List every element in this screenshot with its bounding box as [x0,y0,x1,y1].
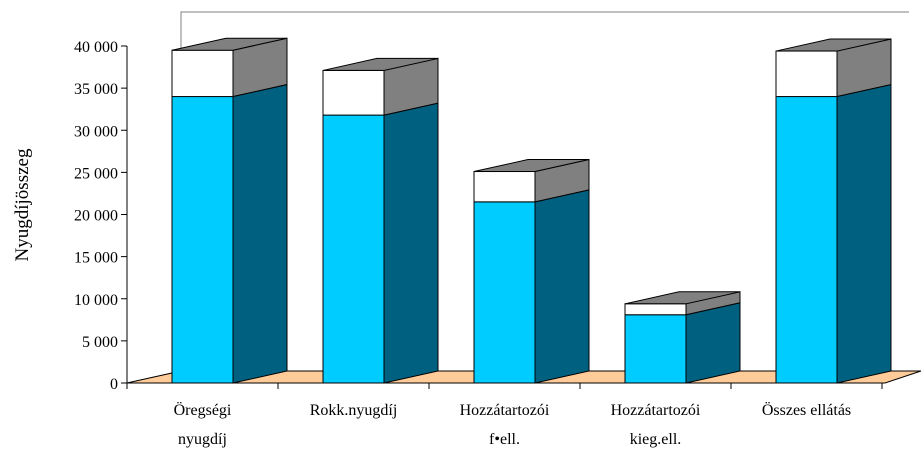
bar-top [775,38,892,52]
bar-segment-side [232,83,288,384]
y-tick-label: 5 000 [82,334,118,351]
category-label: kieg.ell. [630,431,682,448]
category-label: Öregségi [174,401,232,419]
bar-segment-front [171,96,234,384]
bar-segment-side [383,102,439,384]
bar-top [171,37,288,51]
y-axis-label: Nyugdíjösszeg [12,148,33,261]
bar-segment-front [775,50,838,98]
y-axis: 0 5 000 10 000 15 000 20 000 25 000 30 000 35 0… [74,39,883,393]
bar-top [624,291,741,305]
category-label: nyugdíj [178,431,227,448]
bar-segment-front [775,96,838,384]
bar-top [473,159,590,173]
y-tick-label: 35 000 [74,81,118,98]
bar-segment-front [473,201,536,384]
y-tick-label: 25 000 [74,165,118,182]
y-tick-label: 20 000 [74,208,118,225]
bar-group [171,37,892,384]
bar-segment-front [473,171,536,203]
y-tick-label: 10 000 [74,292,118,309]
category-labels: Öregségi nyugdíj Rokk.nyugdíj Hozzátartozói… [174,401,852,448]
category-label: Rokk.nyugdíj [310,402,398,419]
bar-top [322,57,439,71]
y-tick-label: 40 000 [74,39,118,56]
bar-segment-side [836,83,892,384]
bar-segment-side [534,189,590,384]
y-tick-label: 0 [110,376,118,393]
bar-segment-front [322,69,385,116]
category-label: f•ell. [489,431,520,448]
bar-segment-front [624,303,687,316]
category-label: Összes ellátás [762,401,851,419]
bar-segment-side [685,302,741,384]
y-tick-label: 15 000 [74,250,118,267]
bar-segment-front [624,314,687,384]
bar-segment-front [171,49,234,98]
y-tick-label: 30 000 [74,123,118,140]
category-label: Hozzátartozói [460,402,550,419]
category-label: Hozzátartozói [611,402,701,419]
bar-segment-front [322,114,385,384]
